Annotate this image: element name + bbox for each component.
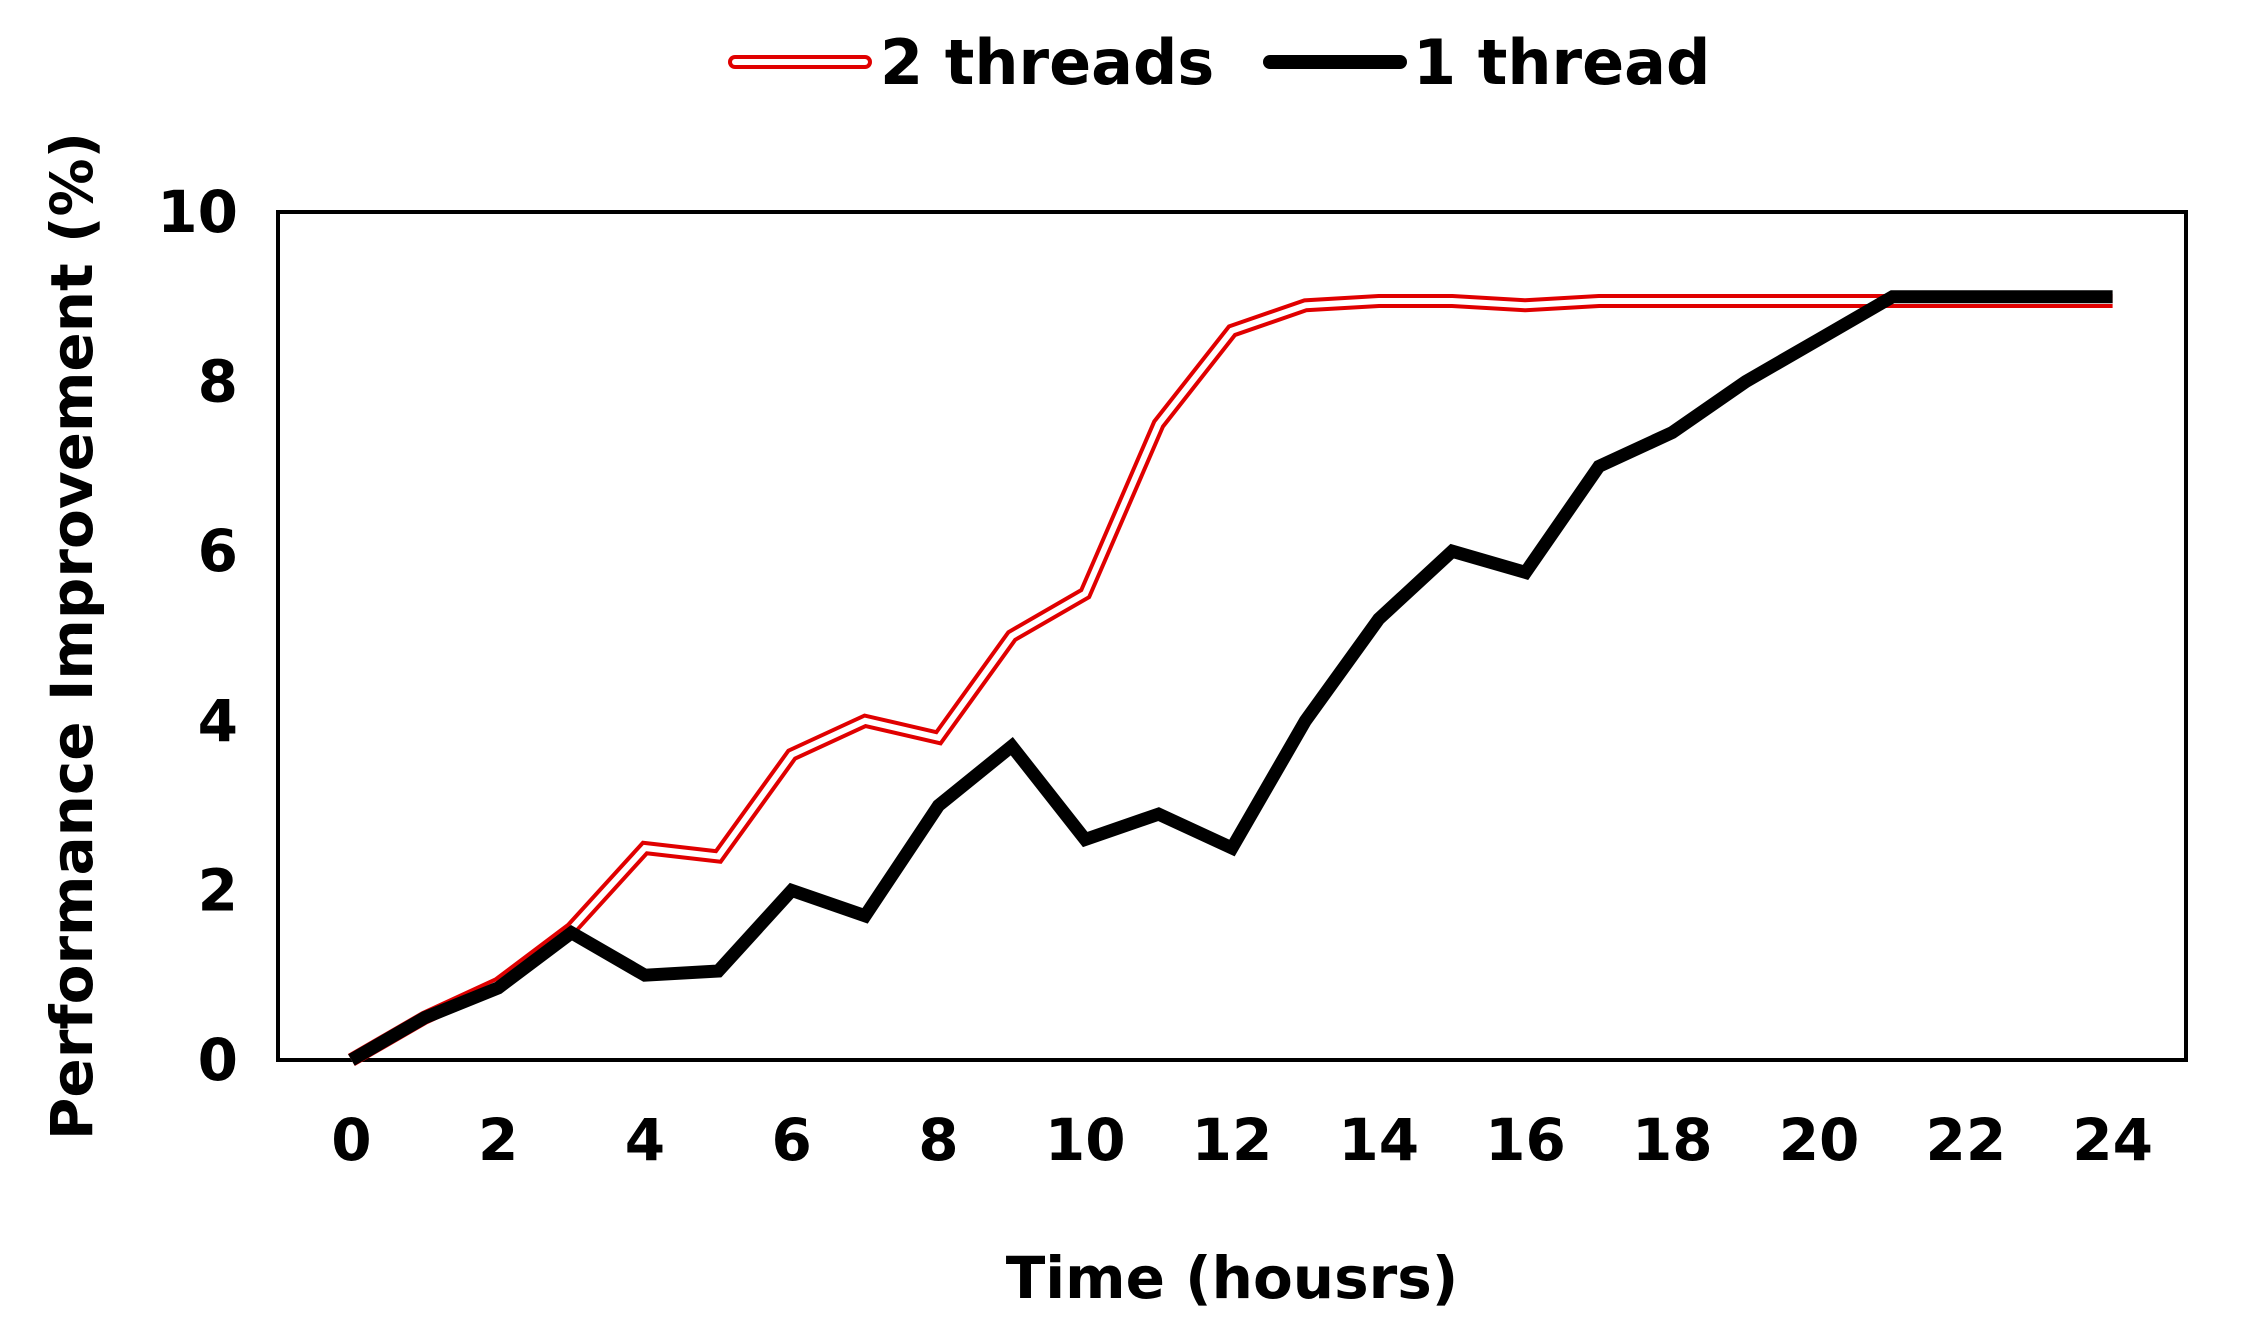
y-axis-title: Performance Improvement (%) — [38, 132, 106, 1140]
y-tick-label-6: 6 — [198, 517, 238, 585]
x-tick-label-6: 6 — [772, 1106, 812, 1174]
x-tick-label-8: 8 — [918, 1106, 958, 1174]
x-tick-labels: 0 2 4 6 8 10 12 14 16 18 20 22 24 — [331, 1106, 2153, 1174]
legend-label-1-thread: 1 thread — [1413, 26, 1710, 99]
y-tick-label-2: 2 — [198, 856, 238, 924]
legend-item-2-threads: 2 threads — [728, 26, 1214, 99]
series-line-1-thread — [348, 290, 2113, 1066]
legend: 2 threads 1 thread — [728, 26, 1710, 99]
y-tick-label-8: 8 — [198, 348, 238, 416]
y-tick-label-4: 4 — [198, 687, 238, 755]
y-tick-label-0: 0 — [198, 1026, 238, 1094]
x-tick-label-12: 12 — [1192, 1106, 1273, 1174]
x-axis-title: Time (housrs) — [1006, 1244, 1459, 1312]
plot-area — [276, 210, 2188, 1062]
legend-item-1-thread: 1 thread — [1263, 26, 1710, 99]
y-tick-label-10: 10 — [157, 178, 238, 246]
series-layer — [347, 290, 2113, 1067]
legend-label-2-threads: 2 threads — [880, 26, 1214, 99]
x-tick-label-16: 16 — [1485, 1106, 1566, 1174]
x-tick-label-14: 14 — [1338, 1106, 1419, 1174]
x-tick-label-18: 18 — [1632, 1106, 1713, 1174]
x-tick-label-24: 24 — [2072, 1106, 2153, 1174]
x-tick-label-2: 2 — [478, 1106, 518, 1174]
x-tick-label-22: 22 — [1925, 1106, 2006, 1174]
x-tick-label-0: 0 — [331, 1106, 371, 1174]
x-tick-label-4: 4 — [625, 1106, 665, 1174]
x-tick-label-20: 20 — [1779, 1106, 1860, 1174]
y-tick-labels: 0 2 4 6 8 10 — [157, 178, 238, 1094]
series-line-2-threads-inner — [349, 298, 2113, 1063]
x-tick-label-10: 10 — [1045, 1106, 1126, 1174]
